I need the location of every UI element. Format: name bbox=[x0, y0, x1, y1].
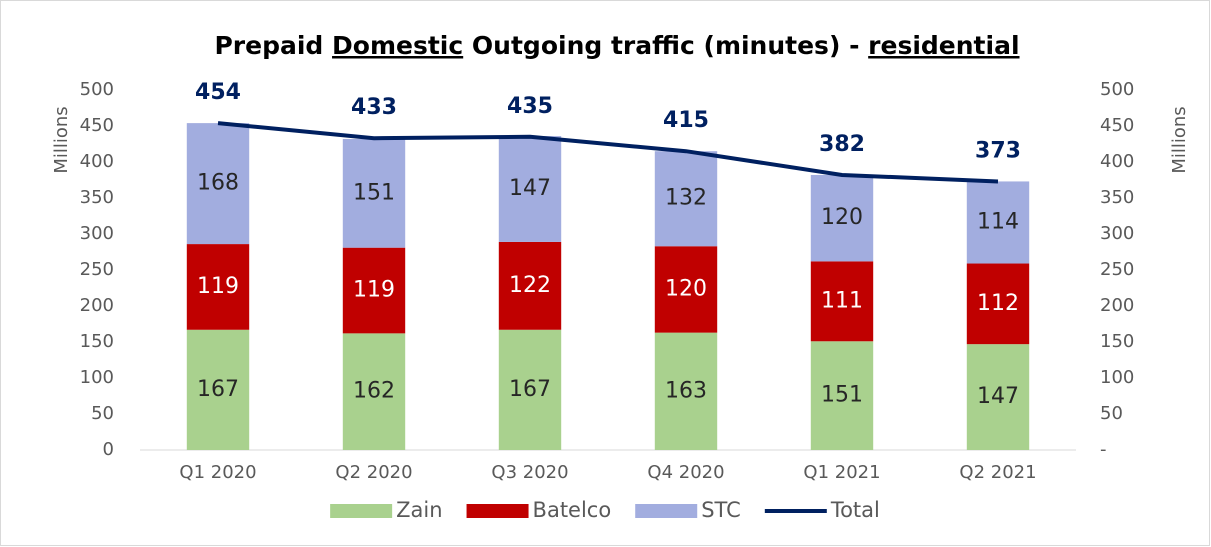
x-tick-label: Q3 2020 bbox=[491, 462, 568, 483]
data-label: 168 bbox=[197, 171, 239, 196]
data-label: 151 bbox=[821, 383, 863, 408]
y-axis-label: Millions bbox=[51, 106, 72, 173]
y2-tick-label: 450 bbox=[1100, 115, 1134, 136]
x-tick-label: Q2 2021 bbox=[959, 462, 1036, 483]
y2-tick-label: 100 bbox=[1100, 367, 1134, 388]
y2-tick-label: 500 bbox=[1100, 79, 1134, 100]
y2-tick-label: 300 bbox=[1100, 223, 1134, 244]
y-tick-label: 400 bbox=[80, 151, 114, 172]
data-label: 433 bbox=[351, 95, 397, 120]
bar-segment bbox=[186, 123, 250, 245]
data-label: 415 bbox=[663, 108, 709, 133]
y2-tick-label: 400 bbox=[1100, 151, 1134, 172]
legend-label: Total bbox=[830, 498, 880, 522]
data-label: 454 bbox=[195, 80, 241, 105]
y-tick-label: 350 bbox=[80, 187, 114, 208]
y2-tick-label: - bbox=[1100, 439, 1107, 460]
title-part: residential bbox=[868, 31, 1019, 60]
legend-label: Batelco bbox=[533, 498, 612, 522]
bar-segment bbox=[810, 341, 874, 450]
bar-segment bbox=[654, 332, 718, 450]
data-label: 167 bbox=[197, 377, 239, 402]
data-label: 114 bbox=[977, 209, 1019, 234]
bar-segment bbox=[966, 263, 1030, 345]
legend-swatch bbox=[635, 504, 698, 518]
total-line bbox=[217, 121, 999, 184]
y-tick-label: 300 bbox=[80, 223, 114, 244]
data-label: 119 bbox=[353, 278, 395, 303]
bar-segment bbox=[498, 241, 562, 330]
bar-segment bbox=[342, 138, 406, 248]
y2-tick-label: 250 bbox=[1100, 259, 1134, 280]
title-part: Domestic bbox=[332, 31, 463, 60]
data-label: 382 bbox=[819, 132, 865, 157]
data-label: 163 bbox=[665, 378, 707, 403]
y-tick-label: 450 bbox=[80, 115, 114, 136]
title-part: Outgoing traffic (minutes) - bbox=[472, 31, 860, 60]
y-tick-label: 150 bbox=[80, 331, 114, 352]
y2-axis-label: Millions bbox=[1169, 106, 1190, 173]
legend-label: STC bbox=[701, 498, 741, 522]
bar-segment bbox=[186, 329, 250, 450]
data-label: 122 bbox=[509, 273, 551, 298]
y-tick-label: 100 bbox=[80, 367, 114, 388]
data-label: 147 bbox=[977, 384, 1019, 409]
legend-label: Zain bbox=[396, 498, 442, 522]
bar-segment bbox=[342, 247, 406, 334]
data-label: 162 bbox=[353, 379, 395, 404]
x-tick-label: Q1 2020 bbox=[179, 462, 256, 483]
y-tick-label: 0 bbox=[103, 439, 114, 460]
y-tick-label: 200 bbox=[80, 295, 114, 316]
legend-swatch bbox=[330, 504, 393, 518]
chart-title: Prepaid Domestic Outgoing traffic (minut… bbox=[214, 31, 1019, 60]
x-tick-label: Q1 2021 bbox=[803, 462, 880, 483]
bar-segment bbox=[498, 136, 562, 242]
data-label: 151 bbox=[353, 180, 395, 205]
bar-segment bbox=[966, 344, 1030, 450]
data-label: 167 bbox=[509, 377, 551, 402]
bar-segment bbox=[654, 151, 718, 247]
y2-tick-label: 350 bbox=[1100, 187, 1134, 208]
data-label: 435 bbox=[507, 94, 553, 119]
bar-segment bbox=[342, 333, 406, 450]
legend-swatch bbox=[466, 504, 529, 518]
bar-segment bbox=[654, 246, 718, 333]
data-label: 120 bbox=[821, 205, 863, 230]
y-tick-label: 250 bbox=[80, 259, 114, 280]
title-part: Prepaid bbox=[214, 31, 323, 60]
y-tick-label: 500 bbox=[80, 79, 114, 100]
data-label: 112 bbox=[977, 291, 1019, 316]
data-label: 132 bbox=[665, 186, 707, 211]
y-tick-label: 50 bbox=[91, 403, 114, 424]
data-label: 111 bbox=[821, 288, 863, 313]
data-label: 119 bbox=[197, 274, 239, 299]
bar-segment bbox=[810, 261, 874, 342]
data-label: 120 bbox=[665, 276, 707, 301]
data-label: 373 bbox=[975, 138, 1021, 163]
x-tick-label: Q4 2020 bbox=[647, 462, 724, 483]
data-label: 147 bbox=[509, 176, 551, 201]
y2-tick-label: 150 bbox=[1100, 331, 1134, 352]
x-tick-label: Q2 2020 bbox=[335, 462, 412, 483]
y2-tick-label: 200 bbox=[1100, 295, 1134, 316]
bar-segment bbox=[966, 181, 1030, 264]
y2-tick-label: 50 bbox=[1100, 403, 1123, 424]
bar-segment bbox=[186, 244, 250, 330]
bar-segment bbox=[498, 329, 562, 450]
bar-segment bbox=[810, 174, 874, 262]
